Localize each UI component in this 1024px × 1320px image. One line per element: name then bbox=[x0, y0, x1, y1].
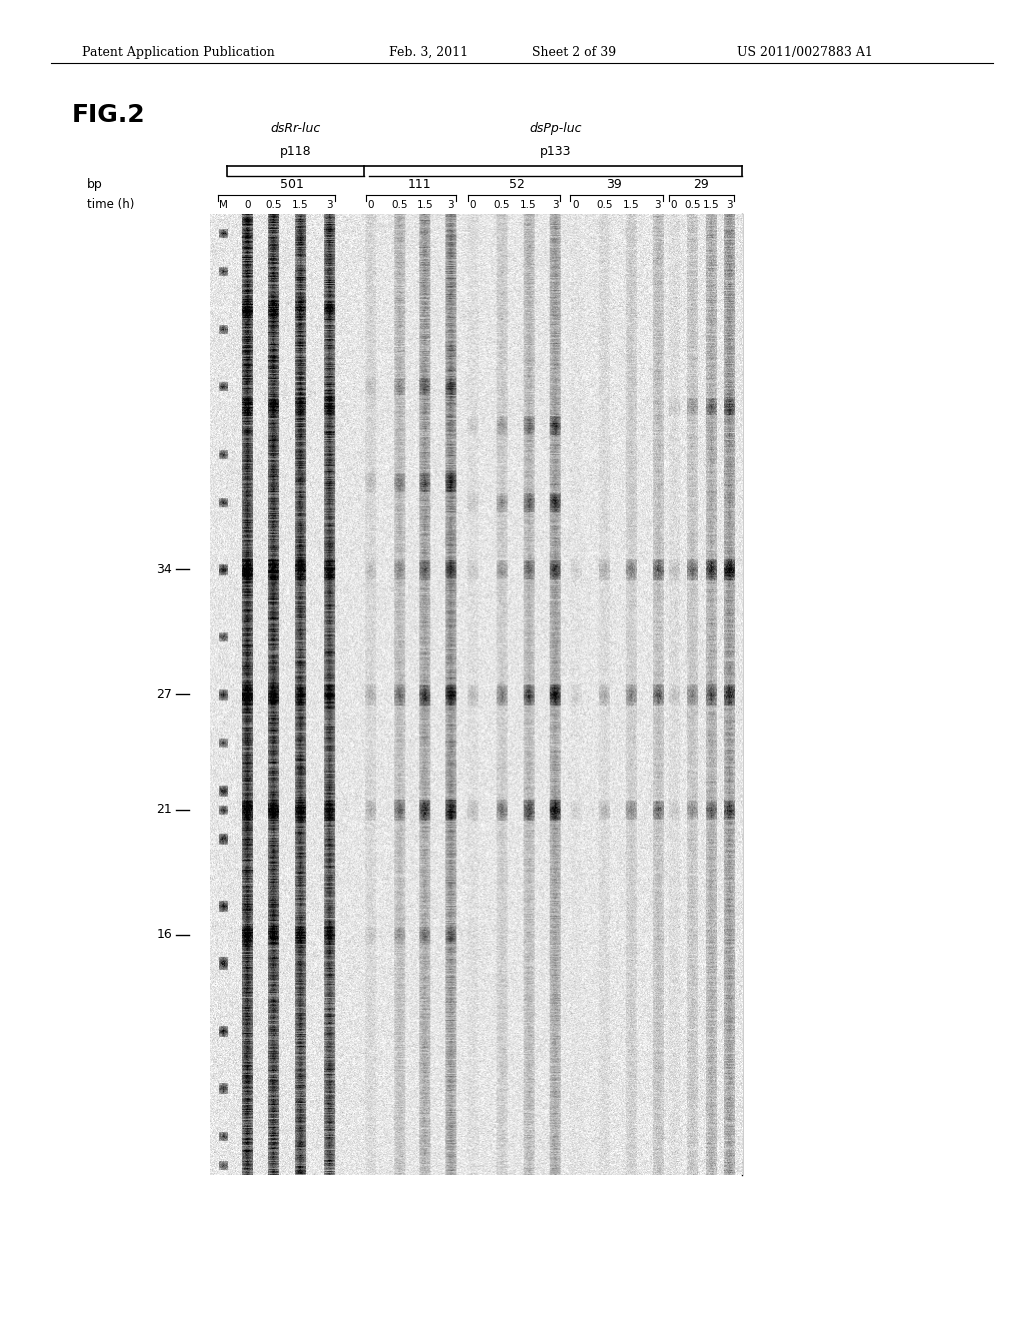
Text: Patent Application Publication: Patent Application Publication bbox=[82, 46, 274, 59]
Text: US 2011/0027883 A1: US 2011/0027883 A1 bbox=[737, 46, 873, 59]
Text: 0.5: 0.5 bbox=[596, 199, 612, 210]
Text: Feb. 3, 2011: Feb. 3, 2011 bbox=[389, 46, 468, 59]
Text: 39: 39 bbox=[606, 178, 623, 191]
Text: 1.5: 1.5 bbox=[520, 199, 537, 210]
Text: 52: 52 bbox=[509, 178, 525, 191]
Text: 0.5: 0.5 bbox=[684, 199, 700, 210]
Text: 3: 3 bbox=[726, 199, 732, 210]
Text: 1.5: 1.5 bbox=[292, 199, 308, 210]
Text: bp: bp bbox=[87, 178, 102, 191]
Text: dsRr-luc: dsRr-luc bbox=[270, 121, 321, 135]
Text: 34: 34 bbox=[157, 562, 172, 576]
Text: 3: 3 bbox=[327, 199, 333, 210]
Text: 1.5: 1.5 bbox=[702, 199, 719, 210]
Text: 0: 0 bbox=[671, 199, 677, 210]
Text: 21: 21 bbox=[157, 803, 172, 816]
Text: 3: 3 bbox=[552, 199, 558, 210]
Text: 1.5: 1.5 bbox=[623, 199, 639, 210]
Text: 501: 501 bbox=[280, 178, 304, 191]
Text: Sheet 2 of 39: Sheet 2 of 39 bbox=[532, 46, 616, 59]
Text: 27: 27 bbox=[156, 688, 172, 701]
Text: 0: 0 bbox=[368, 199, 374, 210]
Text: p133: p133 bbox=[540, 145, 571, 158]
Text: 16: 16 bbox=[157, 928, 172, 941]
Text: FIG.2: FIG.2 bbox=[72, 103, 145, 127]
Text: 0.5: 0.5 bbox=[391, 199, 408, 210]
Text: p118: p118 bbox=[280, 145, 311, 158]
Text: M: M bbox=[219, 199, 227, 210]
Text: 1.5: 1.5 bbox=[417, 199, 433, 210]
Text: dsPp-luc: dsPp-luc bbox=[529, 121, 582, 135]
Text: 0.5: 0.5 bbox=[265, 199, 282, 210]
Text: 111: 111 bbox=[408, 178, 432, 191]
Text: 3: 3 bbox=[654, 199, 660, 210]
Text: 29: 29 bbox=[693, 178, 710, 191]
Text: 3: 3 bbox=[447, 199, 454, 210]
Text: 0: 0 bbox=[572, 199, 579, 210]
Text: 0.5: 0.5 bbox=[494, 199, 510, 210]
Text: time (h): time (h) bbox=[87, 198, 134, 211]
Text: 0: 0 bbox=[245, 199, 251, 210]
Text: 0: 0 bbox=[470, 199, 476, 210]
